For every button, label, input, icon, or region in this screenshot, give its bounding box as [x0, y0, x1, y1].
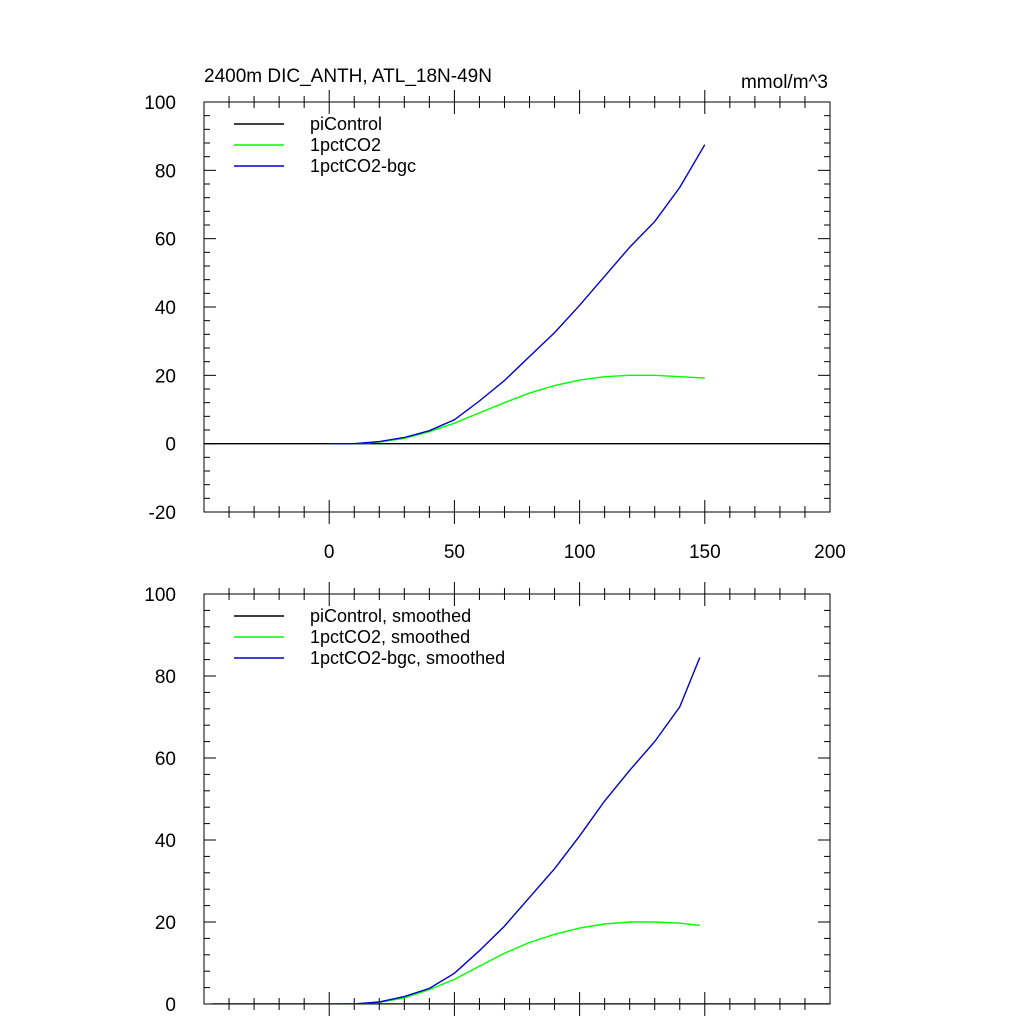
x-tick-label: 0	[324, 542, 335, 563]
y-tick-label: 100	[144, 585, 176, 606]
y-tick-label: 40	[155, 831, 176, 852]
legend-label: piControl, smoothed	[310, 606, 471, 626]
y-tick-label: 20	[155, 913, 176, 934]
legend-label: 1pctCO2, smoothed	[310, 627, 470, 647]
y-tick-label: 80	[155, 667, 176, 688]
legend-label: 1pctCO2-bgc	[310, 156, 416, 176]
x-tick-label: 100	[564, 542, 596, 563]
top-panel: 2400m DIC_ANTH, ATL_18N-49N mmol/m^3 -20…	[144, 66, 846, 563]
bottom-panel: 0 20 40 60 80 100 piControl, smoothed1pctCO2, …	[144, 582, 831, 1016]
chart-title: 2400m DIC_ANTH, ATL_18N-49N	[204, 66, 492, 87]
plot-frame	[203, 593, 831, 1005]
y-tick-label: 60	[155, 749, 176, 770]
legend-label: 1pctCO2	[310, 135, 381, 155]
units-label: mmol/m^3	[741, 72, 828, 93]
plot-frame	[203, 101, 831, 513]
x-tick-label: 200	[814, 542, 846, 563]
y-tick-label: -20	[149, 503, 176, 524]
y-tick-label: 20	[155, 366, 176, 387]
x-tick-label: 50	[444, 542, 465, 563]
series-line-1pctco2-smoothed	[341, 921, 700, 1004]
y-tick-label: 0	[165, 435, 176, 456]
series-line-1pctco2-bgc-smoothed	[341, 657, 701, 1004]
x-tick-label: 150	[689, 542, 721, 563]
series-line-1pctco2	[329, 374, 705, 445]
legend-label: 1pctCO2-bgc, smoothed	[310, 648, 505, 668]
y-tick-label: 60	[155, 230, 176, 251]
legend-label: piControl	[310, 114, 382, 134]
y-tick-label: 80	[155, 161, 176, 182]
y-tick-label: 0	[165, 995, 176, 1016]
series-line-1pctco2-bgc	[329, 144, 706, 445]
y-tick-label: 40	[155, 298, 176, 319]
y-tick-label: 100	[144, 93, 176, 114]
